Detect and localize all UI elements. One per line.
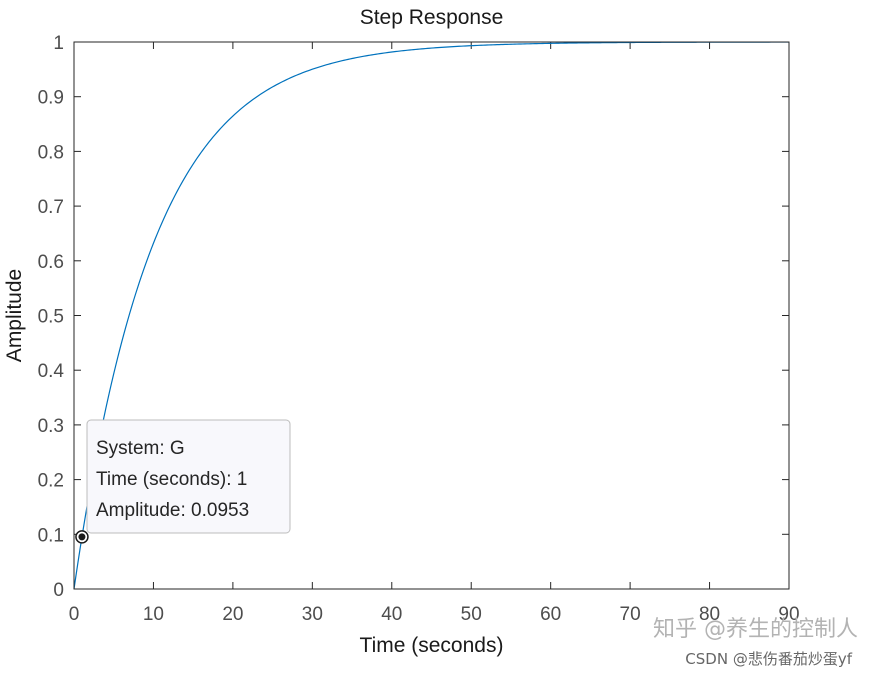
x-tick-label: 40 — [381, 604, 402, 625]
datatip-amplitude-label: Amplitude: 0.0953 — [96, 500, 249, 521]
y-tick-labels: 0 0.1 0.2 0.3 0.4 0.5 0.6 0.7 0.8 0.9 1 — [38, 33, 65, 601]
chart-title: Step Response — [360, 6, 504, 29]
y-tick-label: 1 — [53, 33, 64, 54]
y-tick-label: 0.6 — [38, 252, 64, 273]
y-tick-label: 0.1 — [38, 525, 64, 546]
x-tick-labels: 0 10 20 30 40 50 60 70 80 90 — [69, 604, 800, 625]
y-tick-label: 0.9 — [38, 88, 64, 109]
datatip-box — [86, 419, 291, 534]
y-axis-label: Amplitude — [3, 269, 26, 362]
x-axis-label: Time (seconds) — [360, 634, 504, 657]
y-tick-label: 0.7 — [38, 197, 64, 218]
datatip-marker-dot — [78, 533, 86, 541]
y-tick-label: 0.5 — [38, 307, 64, 328]
x-tick-label: 90 — [778, 604, 799, 625]
y-tick-label: 0.2 — [38, 471, 64, 492]
x-tick-label: 10 — [143, 604, 164, 625]
x-tick-label: 0 — [69, 604, 80, 625]
y-tick-label: 0.8 — [38, 142, 64, 163]
datatip-time-label: Time (seconds): 1 — [96, 469, 247, 490]
y-tick-label: 0.4 — [38, 361, 65, 382]
axes-box — [73, 41, 790, 590]
watermark-csdn: CSDN @悲伤番茄炒蛋yf — [685, 650, 852, 668]
x-tick-label: 80 — [699, 604, 720, 625]
y-tick-label: 0.3 — [38, 416, 64, 437]
datatip-system-label: System: G — [96, 438, 185, 459]
x-tick-label: 60 — [540, 604, 561, 625]
x-tick-label: 30 — [302, 604, 323, 625]
y-tick-label: 0 — [53, 580, 64, 601]
watermark-zhihu: 知乎 @养生的控制人 — [653, 617, 858, 642]
x-tick-label: 70 — [620, 604, 641, 625]
x-tick-label: 20 — [222, 604, 243, 625]
x-tick-label: 50 — [461, 604, 482, 625]
datatip[interactable]: System: G Time (seconds): 1 Amplitude: 0… — [75, 419, 291, 544]
